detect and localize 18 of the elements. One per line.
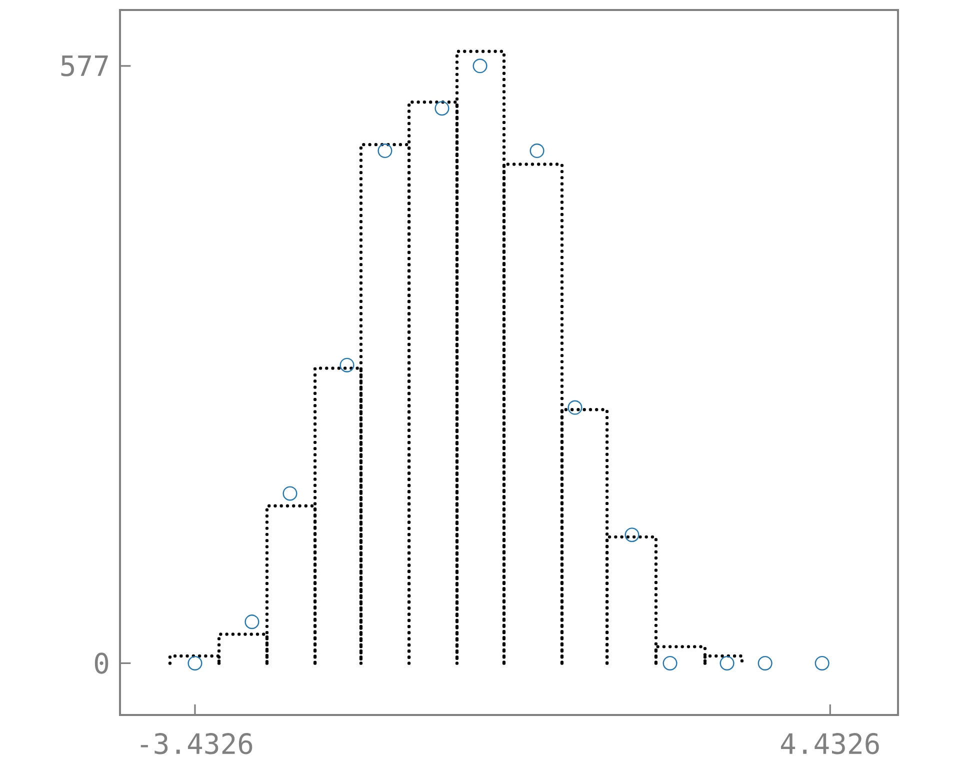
- point: [282, 486, 298, 501]
- point: [244, 614, 260, 630]
- y-tick-label: 0: [94, 652, 108, 674]
- point: [472, 58, 488, 74]
- point: [434, 101, 450, 116]
- x-tick-label: -3.4326: [140, 733, 252, 754]
- point: [340, 358, 354, 372]
- point: [624, 528, 640, 542]
- point: [758, 656, 772, 670]
- point: [662, 656, 678, 670]
- point: [378, 144, 392, 158]
- point: [568, 400, 582, 415]
- point: [188, 656, 202, 670]
- x-tick-label: 4.4326: [780, 733, 879, 754]
- point: [720, 656, 734, 670]
- point: [814, 656, 830, 670]
- point: [530, 144, 544, 158]
- y-tick-label: 577: [61, 56, 108, 76]
